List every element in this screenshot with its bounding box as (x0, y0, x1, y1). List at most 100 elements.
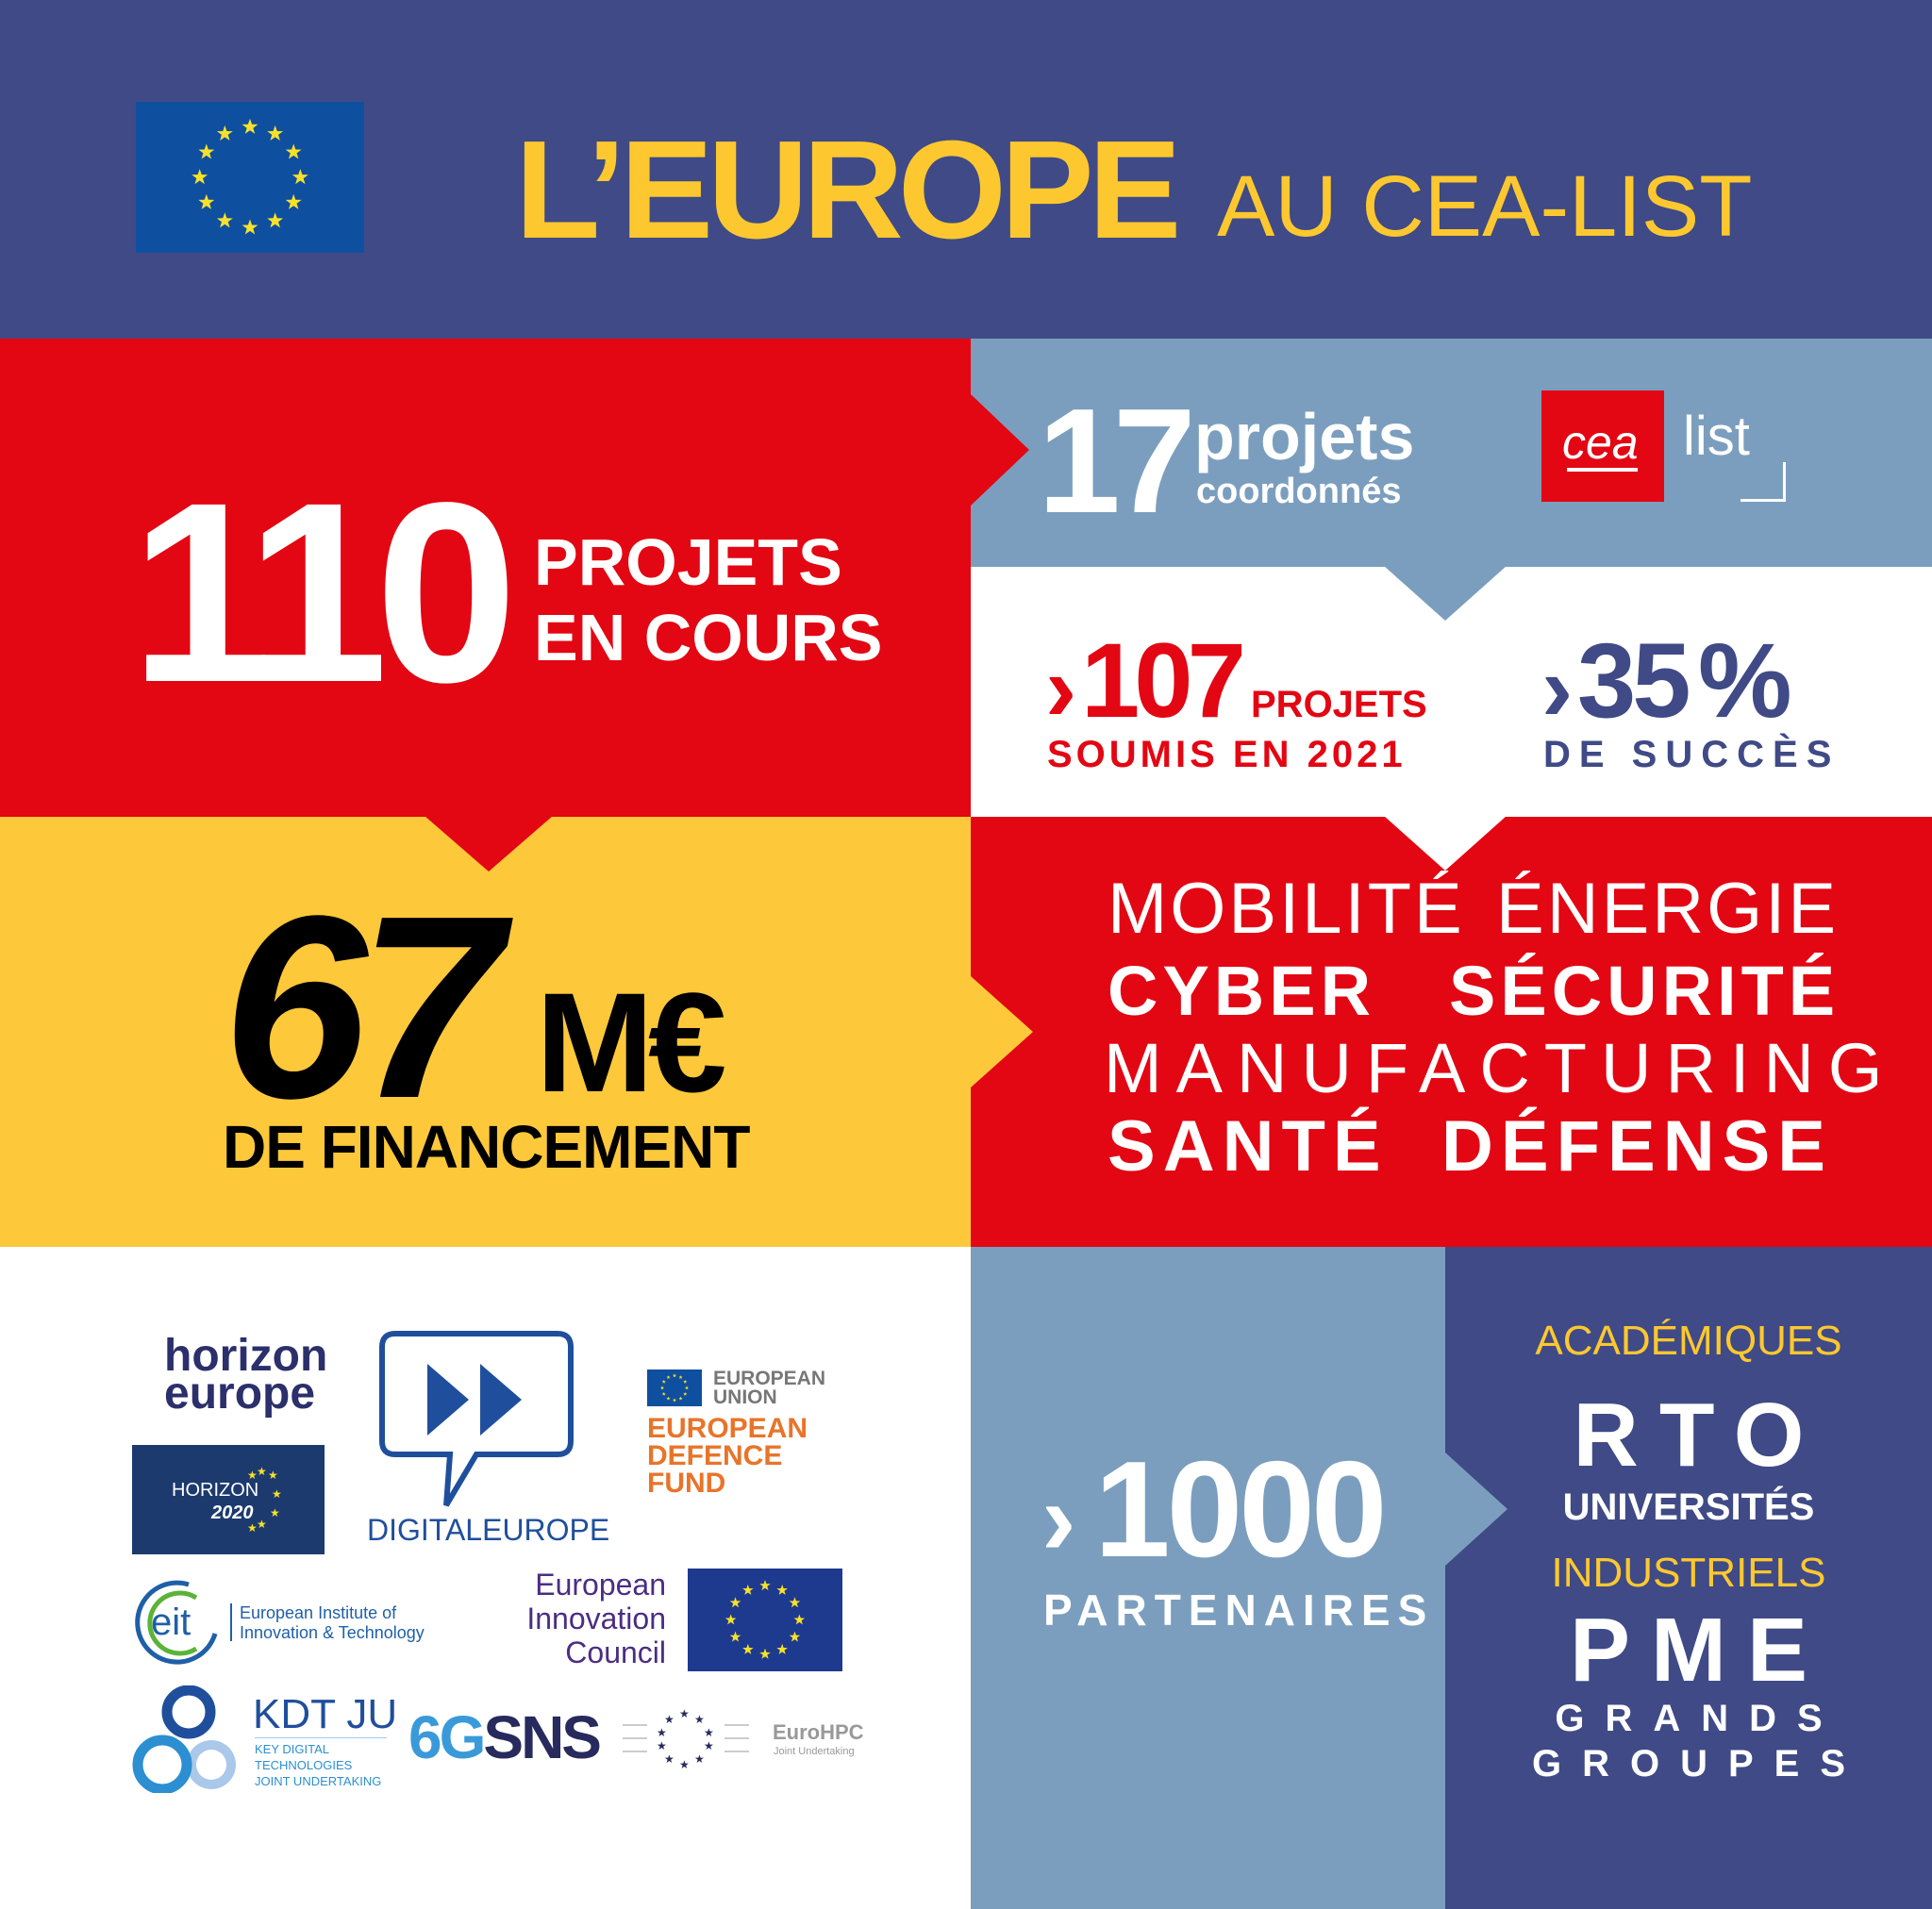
star-icon (666, 1396, 671, 1401)
list-logo-text: list (1683, 406, 1750, 467)
star-icon (789, 1631, 801, 1642)
universities-label: UNIVERSITÉS (1562, 1486, 1815, 1528)
kdt-sub-2: TECHNOLOGIES (255, 1758, 353, 1772)
domain-health: SANTÉ (1108, 1106, 1389, 1187)
eit-text: European Institute of Innovation & Techn… (240, 1603, 425, 1643)
horizon-europe-logo: horizon europe (164, 1331, 328, 1419)
star-icon (683, 1391, 688, 1396)
digital-europe-text: DIGITALEUROPE (367, 1513, 610, 1547)
svg-text:★: ★ (679, 1758, 690, 1770)
eic-line3: Council (565, 1635, 666, 1669)
eurohpc-sub: Joint Undertaking (774, 1746, 855, 1757)
eic-line2: Innovation (526, 1602, 666, 1635)
horizon-europe-line1: horizon (164, 1331, 328, 1381)
star-icon (759, 1580, 771, 1591)
funding-panel (0, 817, 971, 1247)
eit-circle-icon (135, 1580, 218, 1665)
eic-eu-flag-icon (688, 1569, 842, 1671)
page-subtitle: AU CEA-LIST (1217, 158, 1753, 255)
steel-notch (1384, 566, 1507, 621)
eu-line1: EUROPEAN (713, 1368, 826, 1389)
industrial-title: INDUSTRIELS (1551, 1550, 1826, 1596)
partner-types-panel (1445, 1247, 1932, 1909)
red-notch (425, 816, 553, 872)
logo-corner-bracket (1740, 462, 1786, 502)
svg-text:★: ★ (664, 1713, 675, 1726)
funding-sub: DE FINANCEMENT (223, 1113, 750, 1181)
star-icon (661, 1379, 666, 1384)
eic-line1: European (535, 1568, 666, 1602)
funding-number: 67 (223, 862, 503, 1153)
star-icon (291, 169, 308, 185)
domain-manufacturing: MANUFACTURING (1104, 1029, 1897, 1107)
kdt-underline (255, 1737, 387, 1738)
svg-text:★: ★ (694, 1752, 705, 1766)
svg-text:★: ★ (704, 1726, 714, 1739)
coordinated-word: projets (1194, 400, 1415, 473)
academic-title: ACADÉMIQUES (1535, 1318, 1842, 1364)
eit-line1: European Institute of (240, 1603, 397, 1622)
star-icon (216, 212, 233, 228)
star-icon (672, 1398, 677, 1403)
kdt-title: KDT JU (253, 1691, 398, 1737)
success-prefix: › (1541, 636, 1574, 741)
eit-line2: Innovation & Technology (240, 1623, 425, 1642)
domain-energy: ÉNERGIE (1496, 869, 1840, 949)
stars-icon: ★ ★ ★★★★★ (247, 1466, 282, 1535)
svg-text:★: ★ (657, 1726, 667, 1739)
edf-line1: EUROPEAN (647, 1413, 808, 1444)
success-unit: % (1698, 622, 1792, 739)
star-icon (729, 1597, 741, 1608)
star-icon (216, 124, 233, 141)
domain-mobility: MOBILITÉ (1108, 869, 1465, 949)
domain-security: SÉCURITÉ (1449, 952, 1840, 1030)
horizon2020-line1: HORIZON (172, 1480, 259, 1501)
success-number: 35 (1577, 622, 1691, 739)
eit-divider (230, 1603, 232, 1641)
kdt-sub: KEY DIGITAL TECHNOLOGIES JOINT UNDERTAKI… (255, 1741, 381, 1789)
submitted-prefix: › (1045, 636, 1077, 741)
star-icon (267, 212, 284, 228)
star-icon (192, 169, 208, 185)
kdt-circles-icon (132, 1685, 236, 1793)
red-arrow (971, 394, 1029, 506)
horizon-europe-line2: europe (164, 1369, 316, 1419)
large-groups-2: GROUPES (1531, 1743, 1867, 1784)
svg-text:★: ★ (657, 1739, 667, 1752)
cea-underline (1567, 468, 1638, 472)
star-icon (267, 124, 284, 141)
success-sub: DE SUCCÈS (1543, 734, 1840, 775)
star-icon (678, 1396, 683, 1401)
star-icon (659, 1386, 665, 1390)
star-icon (285, 143, 302, 159)
digital-europe-bubble-icon (379, 1331, 574, 1507)
svg-text:★: ★ (247, 1521, 258, 1535)
eit-mark: eit (151, 1602, 192, 1643)
partners-panel (971, 1247, 1445, 1909)
star-icon (678, 1375, 683, 1379)
ongoing-label-1: PROJETS (534, 525, 842, 599)
ongoing-panel (0, 339, 971, 817)
edf-line2: DEFENCE (647, 1440, 783, 1471)
sns-6g: 6G (408, 1703, 486, 1771)
star-icon (776, 1643, 788, 1654)
domains-panel (971, 817, 1932, 1247)
coordinated-sub: coordonnés (1196, 472, 1402, 511)
star-icon (742, 1643, 754, 1654)
star-icon (285, 193, 302, 209)
eu-flag-icon (136, 102, 364, 253)
partners-label: PARTENAIRES (1043, 1585, 1435, 1635)
domain-defense: DÉFENSE (1441, 1106, 1833, 1187)
star-icon (666, 1375, 671, 1379)
horizon2020-line2: 2020 (211, 1502, 254, 1523)
svg-text:★: ★ (664, 1752, 675, 1766)
submitted-unit: PROJETS (1251, 684, 1427, 725)
page-title: L’EUROPE (515, 112, 1181, 268)
svg-text:★: ★ (257, 1518, 267, 1531)
partner-types: ACADÉMIQUES RTO UNIVERSITÉS INDUSTRIELS … (1445, 1247, 1932, 1909)
svg-text:★: ★ (268, 1469, 278, 1482)
submitted-sub: SOUMIS EN 2021 (1047, 734, 1407, 775)
kdt-sub-3: JOINT UNDERTAKING (255, 1774, 382, 1788)
svg-text:★: ★ (272, 1487, 282, 1501)
svg-text:★: ★ (247, 1469, 258, 1482)
